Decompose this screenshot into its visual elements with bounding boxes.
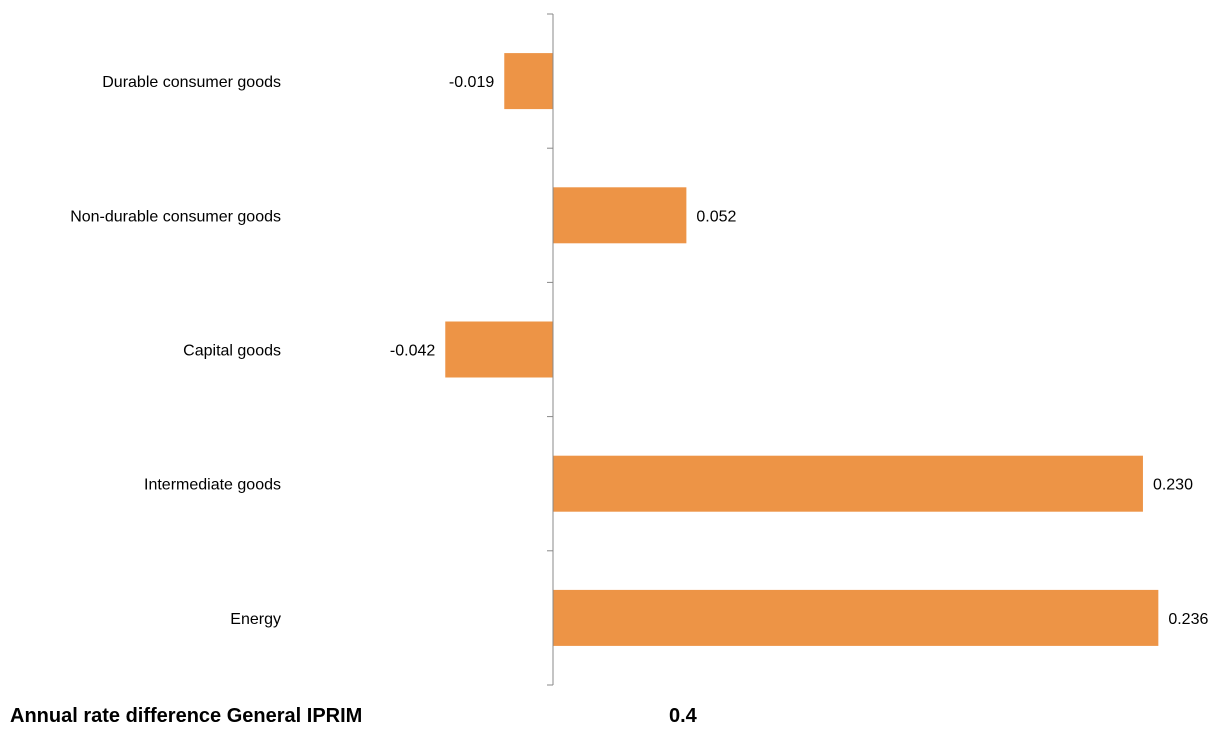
footer-value: 0.4 xyxy=(669,705,697,727)
bars-layer xyxy=(445,53,1159,646)
bar-intermediate-goods xyxy=(553,455,1143,512)
data-label-energy: 0.236 xyxy=(1168,611,1208,628)
category-label-energy: Energy xyxy=(230,611,281,628)
labels-layer: -0.019 Durable consumer goods 0.052 Non-dur… xyxy=(70,74,1208,628)
bar-capital-goods xyxy=(445,321,553,378)
bar-non-durable-consumer-goods xyxy=(553,187,687,244)
category-label-non-durable-consumer-goods: Non-durable consumer goods xyxy=(70,208,281,225)
data-label-durable-consumer-goods: -0.019 xyxy=(449,74,494,91)
data-label-capital-goods: -0.042 xyxy=(390,343,435,360)
footer-label: Annual rate difference General IPRIM xyxy=(10,705,363,727)
category-axis xyxy=(547,13,554,686)
data-label-intermediate-goods: 0.230 xyxy=(1153,477,1193,494)
category-label-intermediate-goods: Intermediate goods xyxy=(144,477,281,494)
category-label-durable-consumer-goods: Durable consumer goods xyxy=(102,74,281,91)
bar-durable-consumer-goods xyxy=(504,53,553,110)
data-label-non-durable-consumer-goods: 0.052 xyxy=(696,208,736,225)
category-label-capital-goods: Capital goods xyxy=(183,343,281,360)
bar-energy xyxy=(553,589,1159,646)
